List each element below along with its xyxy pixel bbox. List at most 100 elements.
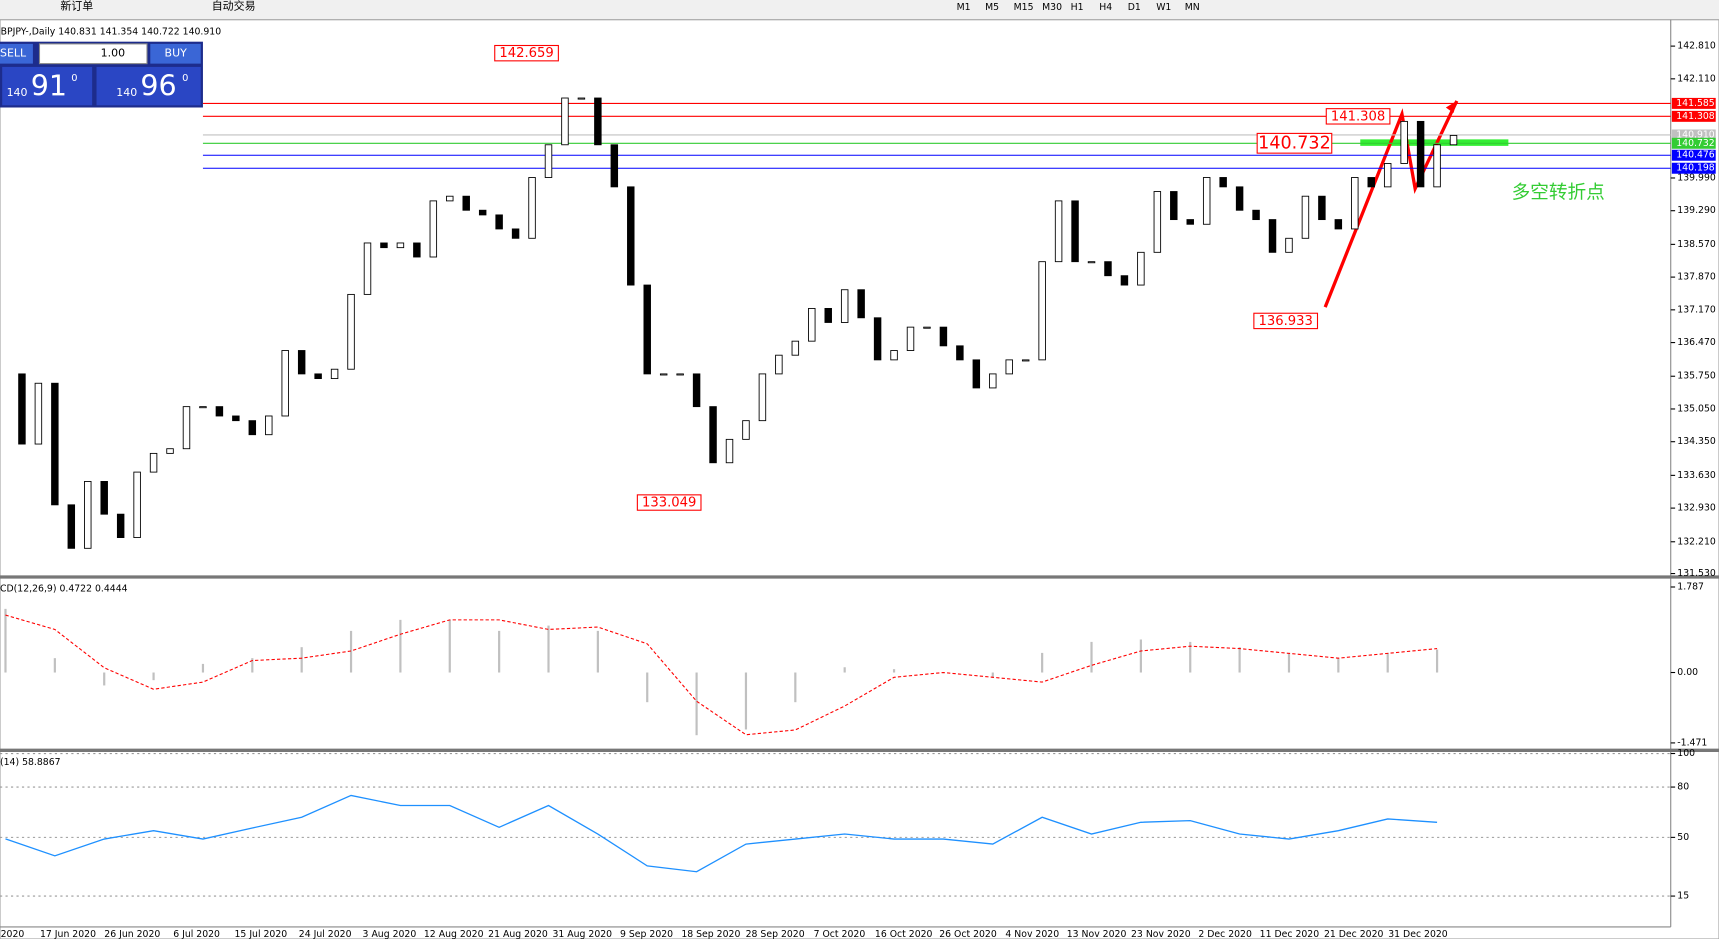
timeframe[interactable]: MN — [1185, 2, 1200, 13]
candle-body — [281, 350, 289, 417]
x-tick-label: 12 Aug 2020 — [424, 929, 484, 939]
y-tick-label: 142.810 — [1677, 41, 1716, 52]
candle-body — [429, 200, 438, 258]
indicator-title: CD(12,26,9) 0.4722 0.4444 — [0, 584, 128, 595]
timeframe[interactable]: M15 — [1014, 2, 1034, 13]
timeframe[interactable]: M5 — [985, 2, 999, 13]
price-level-label: 140.476 — [1676, 150, 1715, 161]
candle-body — [1153, 191, 1162, 253]
macd-bar — [349, 630, 353, 673]
new-order[interactable]: 新订单 — [60, 0, 93, 13]
x-tick-label: 11 Dec 2020 — [1260, 929, 1320, 939]
candle-body — [594, 97, 602, 146]
macd-signal — [5, 614, 1438, 736]
sell-button[interactable] — [0, 43, 33, 64]
timeframe[interactable]: M30 — [1042, 2, 1062, 13]
candle-body — [857, 289, 865, 319]
candle-body — [1120, 275, 1129, 286]
price-level-label: 141.585 — [1676, 98, 1715, 109]
timeframe[interactable]: H4 — [1099, 2, 1112, 13]
candle-body — [1170, 191, 1178, 221]
price-level-label: 140.910 — [1676, 129, 1715, 140]
candle-body — [956, 345, 964, 361]
sell-price-box[interactable] — [2, 66, 93, 106]
candle-body — [1383, 163, 1392, 188]
candle-body — [561, 97, 569, 146]
x-tick-label: 13 Nov 2020 — [1067, 929, 1127, 939]
macd-bar — [892, 669, 896, 673]
x-tick-label: 31 Aug 2020 — [552, 929, 612, 939]
candle-body — [495, 214, 503, 230]
x-tick-label: 26 Oct 2020 — [939, 929, 997, 939]
macd-bar — [1386, 652, 1389, 673]
candle-body — [511, 228, 520, 239]
candle-body — [840, 289, 849, 323]
auto-trading[interactable]: 自动交易 — [212, 0, 256, 13]
lot-input[interactable] — [38, 43, 148, 65]
x-tick-label: 15 Jul 2020 — [235, 929, 288, 939]
candle-body — [413, 242, 421, 258]
sell-sup: 0 — [71, 73, 77, 84]
x-tick-label: 28 Sep 2020 — [746, 929, 805, 939]
candle-body — [890, 350, 898, 361]
price-annotation-box — [1325, 108, 1391, 125]
candle-body — [51, 382, 59, 506]
macd-bar — [399, 619, 402, 673]
candle-body — [446, 195, 454, 202]
toolbar — [0, 0, 1719, 20]
x-tick-label: 17 Jun 2020 — [40, 929, 96, 939]
buy-pips: 96 — [140, 70, 176, 103]
price-level-box — [1671, 137, 1716, 149]
candle-body — [478, 209, 487, 216]
candle-body — [544, 144, 553, 178]
timeframe[interactable]: D1 — [1128, 2, 1141, 13]
macd-bar — [596, 630, 599, 673]
buy-button[interactable] — [150, 43, 201, 64]
timeframe[interactable]: W1 — [1156, 2, 1171, 13]
macd-bar — [1337, 658, 1340, 673]
candle-body — [232, 415, 240, 422]
candle-body — [939, 326, 948, 347]
candle-body — [1400, 120, 1408, 164]
x-tick-label: 26 Jun 2020 — [104, 929, 160, 939]
price-annotation: 142.659 — [499, 46, 553, 61]
price-annotation: 141.308 — [1331, 109, 1385, 124]
candle-body — [923, 326, 931, 329]
candle-body — [643, 284, 651, 375]
candle-body — [1186, 219, 1194, 225]
candle-body — [906, 326, 915, 351]
candle-body — [808, 307, 816, 342]
y-tick-label: 142.110 — [1677, 73, 1716, 84]
macd-bar — [1238, 647, 1241, 673]
macd-bar — [695, 672, 698, 736]
candle-body — [100, 481, 108, 515]
price-annotation-box — [1253, 312, 1319, 330]
price-level-box — [1671, 110, 1716, 122]
candle-body — [659, 373, 668, 376]
candle-body — [462, 195, 470, 211]
candle-body — [347, 293, 355, 370]
x-tick-label: 18 Sep 2020 — [681, 929, 740, 939]
x-tick-label: 6 Jul 2020 — [173, 929, 220, 939]
macd-bar — [53, 658, 56, 673]
x-tick-label: 2 Dec 2020 — [1198, 929, 1252, 939]
candle-body — [1104, 261, 1112, 277]
candle-body — [1137, 251, 1145, 286]
candle-body — [742, 420, 750, 440]
candle-body — [627, 186, 635, 286]
candle-body — [824, 307, 832, 323]
y-tick-label: 134.350 — [1677, 436, 1716, 447]
candle-body — [989, 373, 997, 389]
price-annotation-box — [636, 494, 702, 511]
y-tick-label: 135.750 — [1677, 371, 1716, 382]
candle-body — [116, 513, 125, 539]
price-annotation: 136.933 — [1258, 314, 1312, 329]
timeframe[interactable]: H1 — [1071, 2, 1084, 13]
x-tick-label: 23 Nov 2020 — [1131, 929, 1191, 939]
buy-price-box[interactable] — [96, 66, 201, 106]
x-tick-label: Jun 2020 — [0, 929, 24, 939]
buy-price-big: 140 — [116, 86, 137, 99]
candle-body — [791, 340, 800, 356]
timeframe[interactable]: M1 — [957, 2, 971, 13]
